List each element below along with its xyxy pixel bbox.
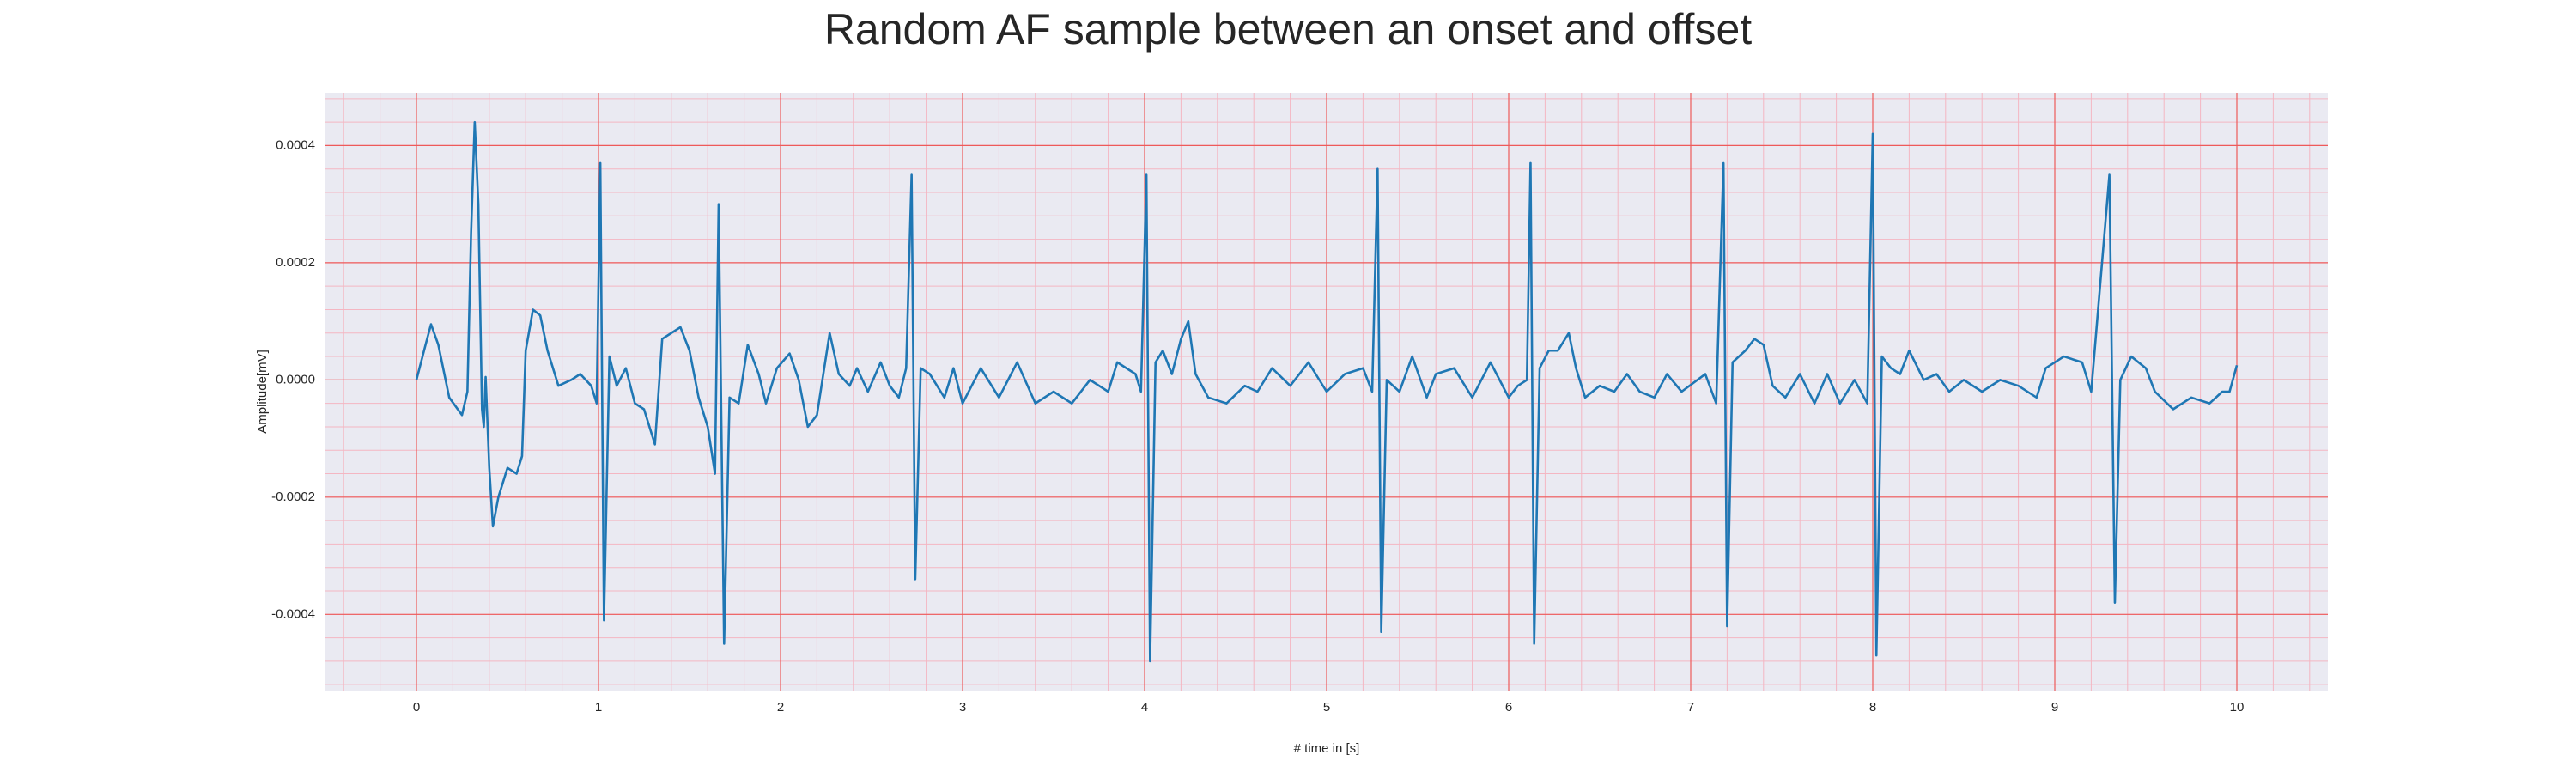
y-tick-label: 0.0000 [276,372,315,386]
y-tick-label: -0.0004 [271,606,315,621]
y-axis-label: Amplitude[mV] [255,350,270,434]
x-tick-label: 1 [595,700,602,715]
x-tick-label: 3 [959,700,966,715]
y-tick-label: 0.0002 [276,255,315,270]
x-axis-label: # time in [s] [1294,741,1360,756]
x-tick-label: 7 [1687,700,1694,715]
y-tick-label: -0.0002 [271,490,315,504]
x-tick-label: 10 [2230,700,2245,715]
x-tick-label: 9 [2051,700,2058,715]
y-tick-label: 0.0004 [276,137,315,152]
x-tick-label: 2 [777,700,784,715]
x-tick-label: 0 [413,700,420,715]
signal-line [415,120,2239,663]
x-tick-label: 4 [1141,700,1148,715]
x-tick-label: 6 [1505,700,1512,715]
x-tick-label: 8 [1869,700,1876,715]
chart-title: Random AF sample between an onset and of… [824,5,1752,53]
x-tick-label: 5 [1323,700,1330,715]
